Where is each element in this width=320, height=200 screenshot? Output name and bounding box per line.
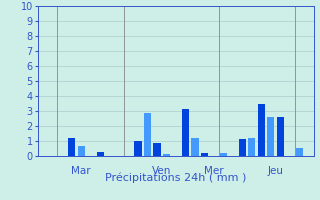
Bar <box>258 104 265 156</box>
Bar <box>248 138 255 156</box>
Bar <box>201 153 208 156</box>
Bar <box>182 109 189 156</box>
Bar <box>68 138 75 156</box>
Bar <box>97 152 104 156</box>
X-axis label: Précipitations 24h ( mm ): Précipitations 24h ( mm ) <box>105 173 247 183</box>
Bar <box>144 112 151 156</box>
Text: Mar: Mar <box>71 166 91 177</box>
Text: Jeu: Jeu <box>268 166 284 177</box>
Bar <box>239 139 246 156</box>
Bar <box>163 154 170 156</box>
Bar <box>267 117 275 156</box>
Bar <box>220 153 227 156</box>
Text: Mer: Mer <box>204 166 224 177</box>
Bar <box>77 146 85 156</box>
Bar <box>277 117 284 156</box>
Bar <box>296 148 303 156</box>
Bar <box>191 138 198 156</box>
Text: Ven: Ven <box>152 166 172 177</box>
Bar <box>134 141 141 156</box>
Bar <box>154 143 161 156</box>
